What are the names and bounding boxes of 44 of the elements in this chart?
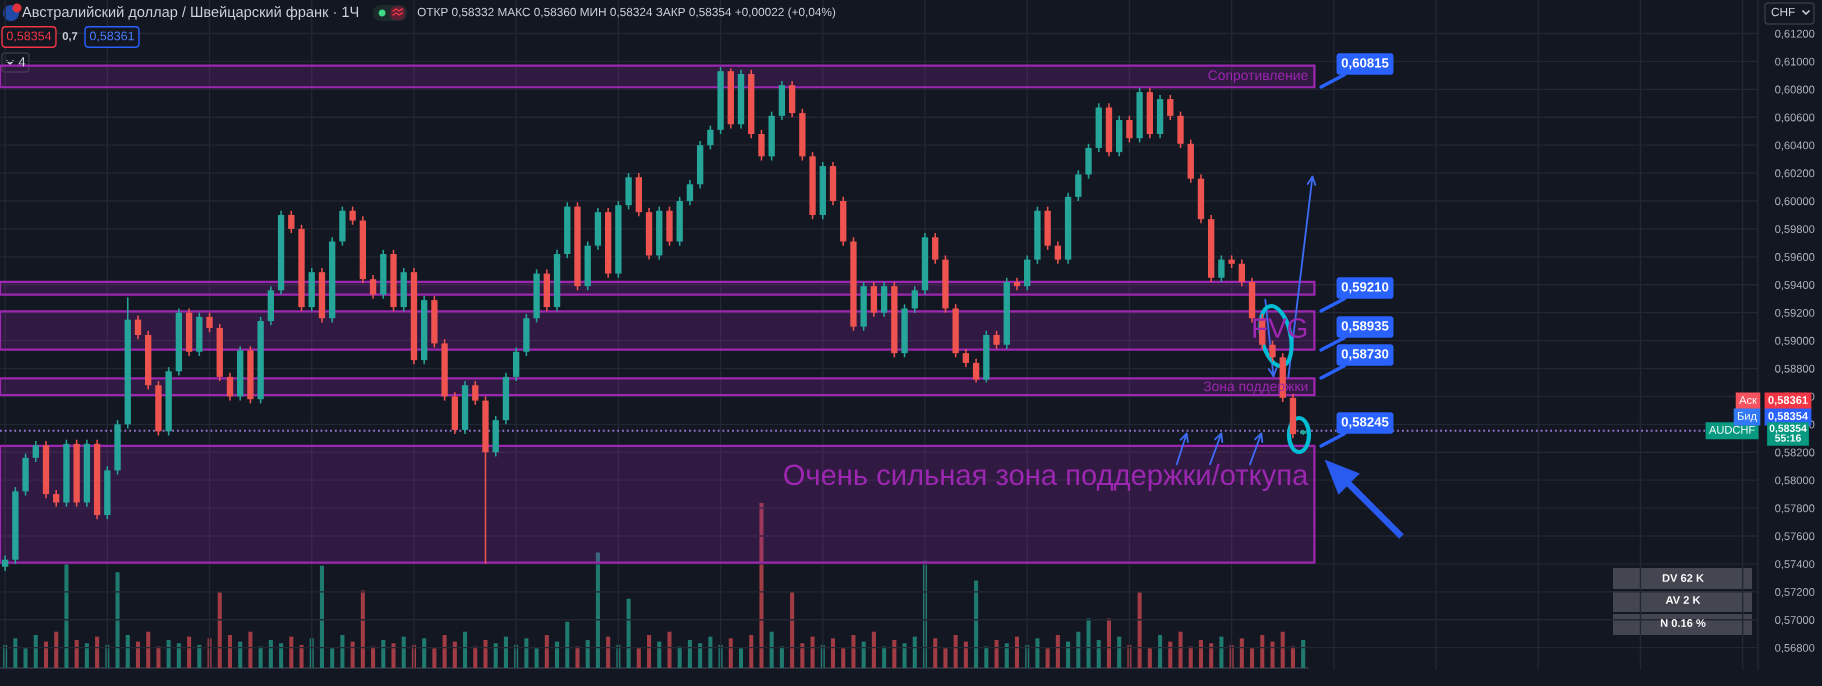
annotation: Бид [1737,412,1757,423]
annotation: 0,58361 [89,31,134,42]
y-tick-label: 0,57200 [1775,588,1815,598]
annotation: 0,58245 [1341,417,1389,429]
text: 0,58354 [1768,412,1809,422]
annotation: 0,58730 [1341,349,1389,361]
y-tick-label: 0,59400 [1775,281,1815,291]
y-tick-label: 0,59200 [1775,308,1815,319]
annotation: 0,59210 [1341,282,1389,294]
annotation: Аск [1739,396,1757,404]
annotation: 0,60815 [1341,58,1389,70]
ref-line-label: AUDCHF [1708,425,1755,434]
annotation: DV 62 K [1662,574,1704,582]
y-tick-label: 0,59800 [1775,225,1815,235]
text: CHF [1771,7,1795,17]
y-tick-label: 0,60800 [1775,85,1815,95]
annotation: 0,7 [62,32,78,42]
y-tick-label: 0,58800 [1775,364,1815,374]
y-tick-label: 0,59600 [1775,253,1815,263]
y-tick-label: 0,58000 [1775,476,1815,486]
y-tick-label: 0,60000 [1775,197,1815,207]
y-tick-label: 0,61000 [1775,57,1815,67]
y-tick-label: 0,61200 [1775,29,1815,39]
y-tick-label: 0,57800 [1775,504,1815,514]
text: 0,58361 [1768,396,1808,406]
y-tick-label: 0,57600 [1775,532,1815,542]
band-label: Очень сильная зона поддержки/откупа [784,463,1309,492]
y-tick-label: 0,56800 [1775,643,1815,654]
y-tick-label: 0,60200 [1775,169,1815,179]
y-tick-label: 0,57400 [1775,560,1815,570]
chart-title: Австралийский доллар / Швейцарский франк · 1Ч [22,6,359,20]
annotation: 0,58935 [1341,321,1389,333]
annotation: N 0.16 % [1660,619,1706,627]
band-label: Сопротивление [1208,70,1308,83]
y-tick-label: 0,59000 [1775,336,1815,347]
y-tick-label: 0,60400 [1775,141,1815,151]
text: 0,58354 55:16 [1769,424,1807,442]
annotation: AV 2 K [1665,596,1701,604]
y-tick-label: 0,58200 [1775,448,1815,458]
annotation: 0,58354 [6,31,52,42]
y-tick-label: 0,60600 [1775,113,1815,123]
annotation: 4 [18,57,26,67]
y-tick-label: 0,57000 [1775,616,1815,626]
text: ОТКР 0,58332 МАКС 0,58360 МИН 0,58324 ЗАКР 0,58354 +0,00022 (+0,04%) [417,7,836,19]
